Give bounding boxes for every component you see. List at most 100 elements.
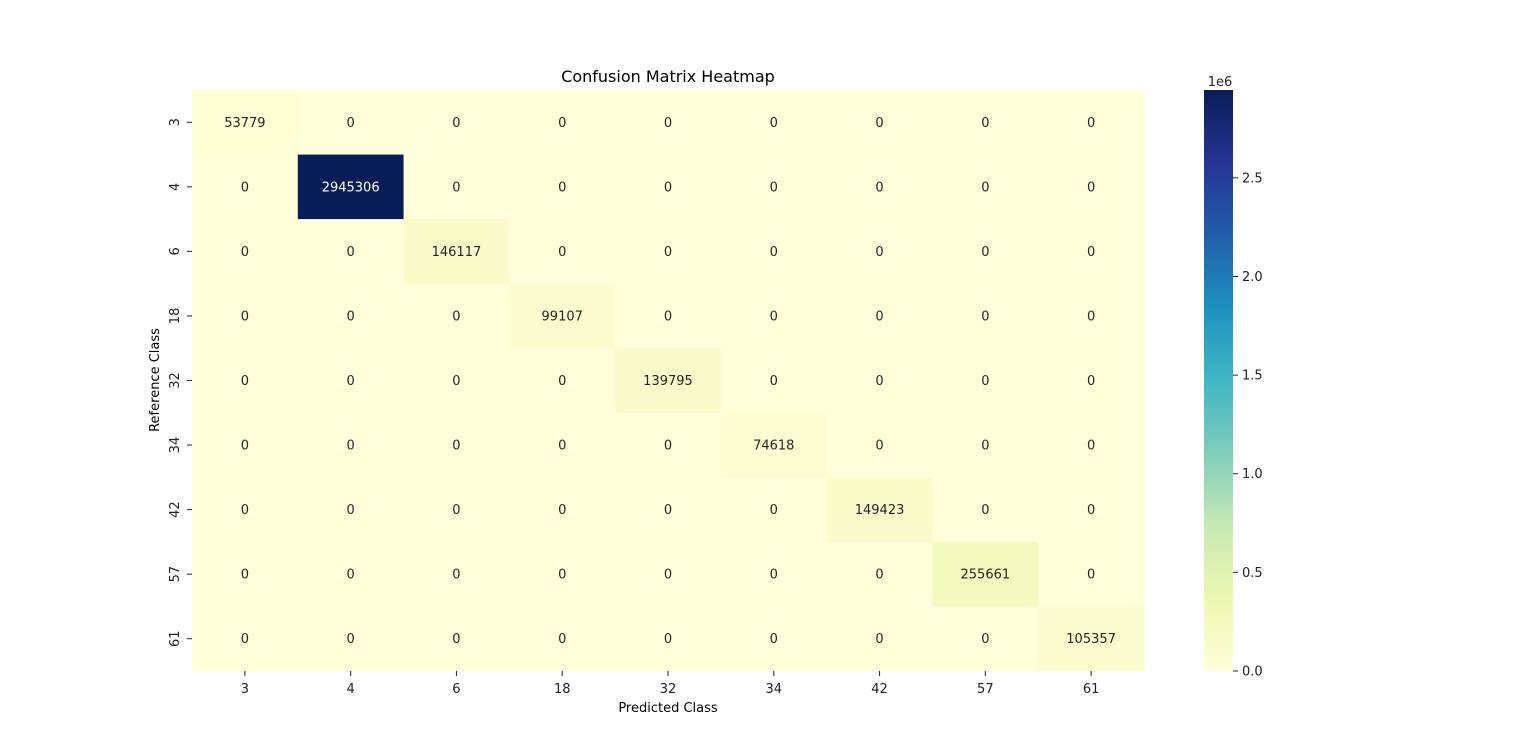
heatmap-cell-value: 0 [770,116,778,131]
heatmap-cell-value: 0 [452,309,460,324]
heatmap-cell-value: 0 [981,180,989,195]
heatmap-cell [192,90,299,156]
heatmap-cell-value: 0 [1087,245,1095,260]
heatmap-cell-value: 99107 [542,309,583,324]
heatmap-cell-value: 0 [1087,309,1095,324]
heatmap-cell-value: 0 [1087,439,1095,454]
heatmap-cell-value: 0 [452,439,460,454]
heatmap-cell [826,477,933,543]
y-tick-label: 18 [168,308,183,325]
heatmap-cell-value: 0 [241,180,249,195]
heatmap-cell-value: 0 [241,309,249,324]
heatmap-cell-value: 146117 [432,245,482,260]
y-tick-label: 34 [168,437,183,454]
heatmap-cell-value: 0 [770,180,778,195]
heatmap-cell [297,541,405,607]
heatmap-cell-value: 74618 [753,439,794,454]
heatmap-cell [615,90,722,156]
heatmap-cell [1038,412,1145,478]
x-tick-label: 4 [347,682,355,697]
heatmap-cell [826,412,933,478]
y-tick-label: 6 [168,247,183,255]
heatmap-cell-value: 0 [1087,568,1095,583]
heatmap-cell-value: 0 [875,245,883,260]
heatmap-cell [509,219,616,285]
x-tick-label: 34 [766,682,783,697]
heatmap-cell [826,283,933,349]
heatmap-cell [509,412,616,478]
heatmap-cell-value: 0 [452,503,460,518]
y-tick-label: 32 [168,372,183,389]
heatmap-cell-value: 0 [1087,180,1095,195]
heatmap-cell [297,90,405,156]
heatmap-cell-value: 0 [875,439,883,454]
heatmap-cell-value: 0 [664,503,672,518]
chart-title: Confusion Matrix Heatmap [561,67,775,86]
colorbar-tick-label: 2.5 [1242,171,1263,186]
heatmap-cell-value: 0 [452,116,460,131]
heatmap-cell [192,541,299,607]
heatmap-cell-value: 0 [664,180,672,195]
heatmap-cell-value: 0 [241,374,249,389]
heatmap-cell-value: 2945306 [322,180,380,195]
heatmap-cell [192,606,299,672]
heatmap-cell-value: 0 [558,180,566,195]
y-axis-label: Reference Class [148,328,163,432]
heatmap-cell-value: 0 [558,374,566,389]
heatmap-cell-value: 0 [241,568,249,583]
heatmap-cell-value: 0 [664,309,672,324]
heatmap-cell [720,412,828,478]
heatmap-cell-value: 0 [875,309,883,324]
heatmap-cell [720,90,828,156]
heatmap-cell-value: 0 [664,245,672,260]
heatmap-cell-value: 0 [347,245,355,260]
heatmap-cell-value: 0 [558,439,566,454]
heatmap-cell [509,154,616,220]
heatmap-cell [932,541,1039,607]
heatmap-cell [1038,477,1145,543]
x-tick-label: 18 [554,682,571,697]
heatmap-cell [403,412,510,478]
heatmap-cell-value: 0 [875,374,883,389]
heatmap-cell [720,219,828,285]
y-tick-label: 4 [168,183,183,191]
heatmap-cell-value: 53779 [224,116,265,131]
heatmap-cell-value: 0 [452,632,460,647]
heatmap-cell [403,283,510,349]
heatmap-cell [615,477,722,543]
heatmap-cell [826,219,933,285]
heatmap-cell [297,412,405,478]
colorbar-offset-label: 1e6 [1208,75,1233,90]
heatmap-cell-value: 0 [981,374,989,389]
heatmap-cell [297,219,405,285]
heatmap-cell [1038,219,1145,285]
heatmap-cell [932,348,1039,414]
x-axis-ticks: 3 4 6 18 32 34 42 57 61 [241,671,1099,697]
heatmap-cell-value: 139795 [643,374,693,389]
heatmap-cell [403,606,510,672]
heatmap-cell-value: 0 [347,116,355,131]
heatmap-cell [1038,606,1145,672]
heatmap-cell-value: 0 [770,374,778,389]
heatmap-cell [615,348,722,414]
heatmap-cell-value: 0 [664,439,672,454]
heatmap-cell-value: 0 [452,374,460,389]
heatmap-cell-value: 0 [770,568,778,583]
heatmap-cell [1038,90,1145,156]
heatmap-cell [1038,283,1145,349]
heatmap-cell [932,412,1039,478]
heatmap-cell-value: 0 [347,632,355,647]
heatmap-cell-value: 0 [558,568,566,583]
heatmap-cell-value: 0 [1087,116,1095,131]
heatmap-cell [720,541,828,607]
colorbar [1204,90,1233,671]
heatmap-cell-value: 0 [770,632,778,647]
heatmap-cell [932,606,1039,672]
heatmap-cell [615,219,722,285]
heatmap-cell-value: 0 [241,632,249,647]
heatmap-cell [615,154,722,220]
heatmap-cell [615,412,722,478]
heatmap-cell [509,90,616,156]
